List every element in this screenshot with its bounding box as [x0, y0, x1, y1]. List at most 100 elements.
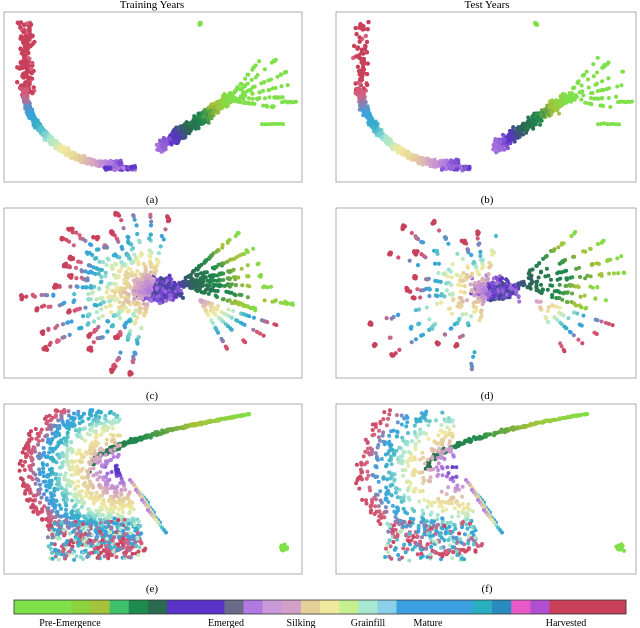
scatter-point — [134, 291, 139, 296]
scatter-point — [86, 157, 91, 162]
scatter-point — [565, 98, 570, 103]
scatter-point — [114, 282, 119, 287]
scatter-point — [222, 284, 227, 288]
scatter-point — [539, 112, 544, 117]
scatter-point — [583, 100, 588, 105]
scatter-point — [79, 269, 84, 274]
scatter-point — [579, 83, 584, 88]
scatter-point — [120, 260, 125, 265]
scatter-point — [109, 230, 114, 235]
scatter-point — [512, 283, 517, 288]
scatter-point — [272, 59, 277, 63]
scatter-point — [113, 335, 118, 341]
scatter-point — [223, 344, 228, 349]
scatter-point — [138, 309, 143, 314]
scatter-point — [86, 292, 91, 297]
scatter-point — [399, 150, 404, 155]
scatter-point — [547, 105, 552, 110]
scatter-point — [67, 255, 72, 261]
scatter-point — [107, 160, 112, 165]
scatter-point — [508, 129, 512, 133]
scatter-point — [516, 294, 521, 299]
scatter-point — [131, 312, 136, 317]
scatter-point — [213, 283, 218, 287]
scatter-point — [212, 278, 217, 283]
scatter-point — [270, 105, 275, 110]
scatter-point — [204, 308, 208, 313]
scatter-point — [32, 121, 37, 126]
scatter-point — [36, 123, 41, 127]
scatter-point — [139, 251, 144, 256]
scatter-point — [53, 282, 58, 288]
scatter-point — [31, 113, 36, 118]
scatter-point — [246, 96, 251, 101]
scatter-point — [97, 267, 102, 272]
scatter-point — [114, 286, 119, 291]
scatter-point — [238, 100, 243, 105]
scatter-point — [595, 70, 599, 75]
scatter-point — [105, 286, 111, 291]
scatter-point — [493, 137, 498, 141]
scatter-point — [125, 271, 130, 276]
scatter-point — [32, 294, 38, 299]
scatter-point — [420, 157, 425, 161]
scatter-point — [104, 262, 109, 268]
scatter-point — [198, 21, 203, 25]
scatter-point — [104, 290, 109, 295]
scatter-point — [355, 64, 361, 70]
scatter-point — [389, 143, 394, 148]
scatter-point — [414, 158, 419, 163]
scatter-point — [199, 299, 203, 304]
scatter-point — [210, 310, 215, 314]
scatter-point — [194, 273, 199, 278]
scatter-point — [263, 96, 267, 101]
scatter-point — [81, 314, 86, 319]
scatter-point — [163, 145, 168, 150]
scatter-point — [116, 274, 121, 279]
scatter-point — [48, 138, 53, 143]
scatter-point — [267, 95, 272, 100]
scatter-point — [219, 310, 224, 314]
scatter-point — [358, 97, 363, 102]
scatter-point — [116, 269, 122, 274]
scatter-point — [105, 329, 110, 334]
scatter-point — [156, 251, 161, 256]
scatter-point — [227, 298, 232, 303]
scatter-point — [109, 368, 114, 374]
scatter-point — [148, 223, 154, 228]
scatter-point — [252, 315, 256, 320]
scatter-point — [45, 293, 50, 298]
scatter-point — [274, 323, 279, 327]
scatter-point — [102, 245, 107, 250]
scatter-point — [217, 105, 222, 110]
scatter-point — [67, 239, 72, 244]
scatter-point — [257, 90, 262, 95]
scatter-point — [366, 19, 371, 25]
scatter-point — [47, 134, 52, 139]
scatter-point — [168, 137, 173, 141]
scatter-point — [361, 24, 366, 29]
scatter-point — [203, 110, 208, 115]
scatter-point — [271, 86, 276, 91]
scatter-point — [226, 307, 231, 312]
scatter-point — [216, 262, 221, 267]
scatter-point — [451, 165, 456, 170]
scatter-point — [246, 100, 251, 105]
scatter-point — [533, 122, 538, 127]
scatter-point — [112, 168, 117, 173]
scatter-point — [361, 51, 366, 56]
scatter-point — [242, 304, 247, 308]
scatter-point — [22, 94, 26, 99]
scatter-point — [25, 75, 30, 80]
scatter-point — [133, 308, 138, 313]
scatter-point — [224, 312, 229, 317]
scatter-point — [227, 237, 232, 242]
scatter-point — [20, 37, 25, 42]
column-title-training: Training Years — [120, 0, 184, 11]
scatter-point — [21, 22, 27, 27]
scatter-point — [241, 312, 246, 317]
scatter-point — [91, 340, 96, 345]
scatter-point — [234, 255, 239, 260]
scatter-point — [246, 88, 251, 93]
scatter-point — [525, 121, 530, 126]
